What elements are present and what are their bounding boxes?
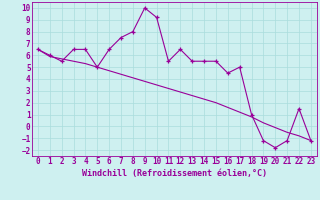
X-axis label: Windchill (Refroidissement éolien,°C): Windchill (Refroidissement éolien,°C) (82, 169, 267, 178)
